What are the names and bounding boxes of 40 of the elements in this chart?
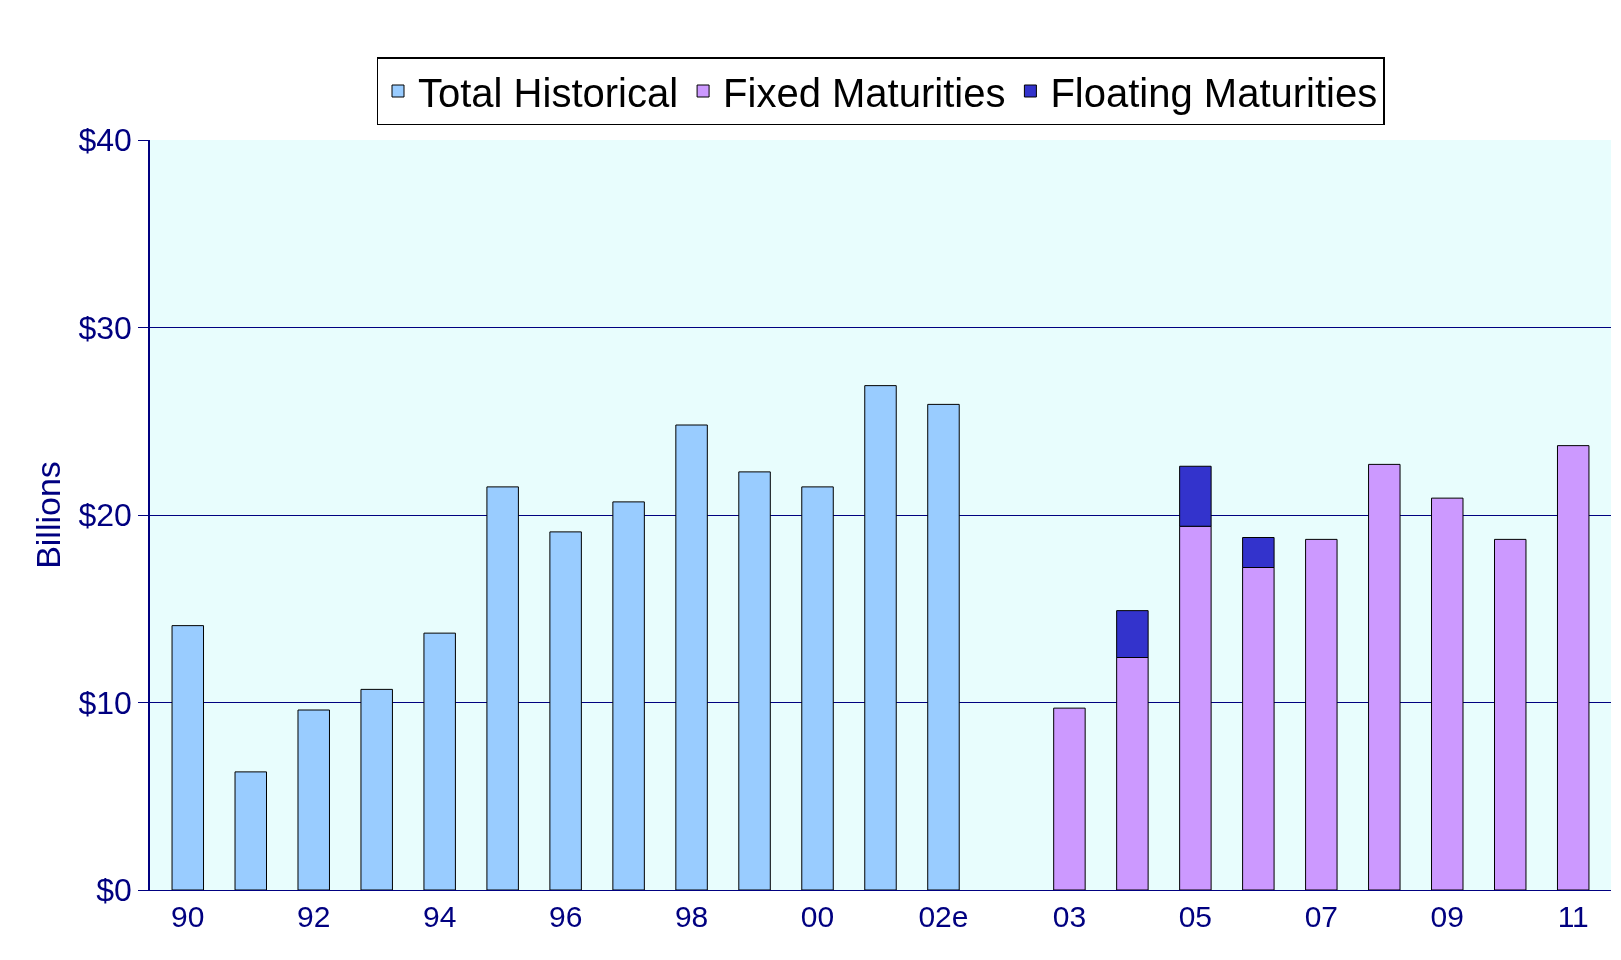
x-tick-label: 92 [297, 900, 331, 933]
y-tick-label: $30 [78, 309, 132, 346]
y-tick-label: $20 [78, 497, 132, 534]
bar [1431, 497, 1464, 890]
bar [549, 531, 582, 890]
x-tick-label: 00 [800, 900, 835, 933]
x-tick-label: 90 [171, 900, 205, 933]
bar [486, 486, 519, 890]
bar [675, 424, 708, 890]
bar [171, 625, 205, 890]
x-tick-label: 09 [1430, 900, 1464, 933]
legend-label: Fixed Maturities [723, 70, 1006, 115]
y-axis-title: Billions [28, 461, 67, 569]
bar [423, 632, 456, 890]
x-tick-label: 05 [1178, 900, 1213, 933]
y-tick-label: $0 [96, 872, 132, 909]
legend-label: Floating Maturities [1050, 70, 1378, 115]
bar [1494, 538, 1527, 890]
bar [738, 471, 771, 890]
bar [1368, 463, 1401, 890]
bar [1305, 538, 1338, 890]
y-tick-label: $40 [78, 122, 132, 159]
bar [360, 688, 393, 890]
bar [801, 486, 834, 890]
legend-label: Total Historical [418, 70, 679, 115]
bar [234, 771, 267, 890]
bar [1556, 445, 1590, 890]
bar [927, 403, 960, 890]
x-tick-label: 96 [548, 900, 583, 933]
bar [297, 709, 330, 890]
bar [1053, 707, 1086, 890]
bar [864, 385, 897, 890]
x-tick-label: 07 [1304, 900, 1339, 933]
bar [612, 501, 645, 890]
x-tick-label: 98 [674, 900, 709, 933]
x-tick-label: 94 [422, 900, 457, 933]
y-tick-label: $10 [78, 684, 132, 721]
x-tick-label: 03 [1052, 900, 1087, 933]
x-tick-label: 02e [918, 900, 969, 933]
x-tick-label: 11 [1557, 900, 1589, 933]
